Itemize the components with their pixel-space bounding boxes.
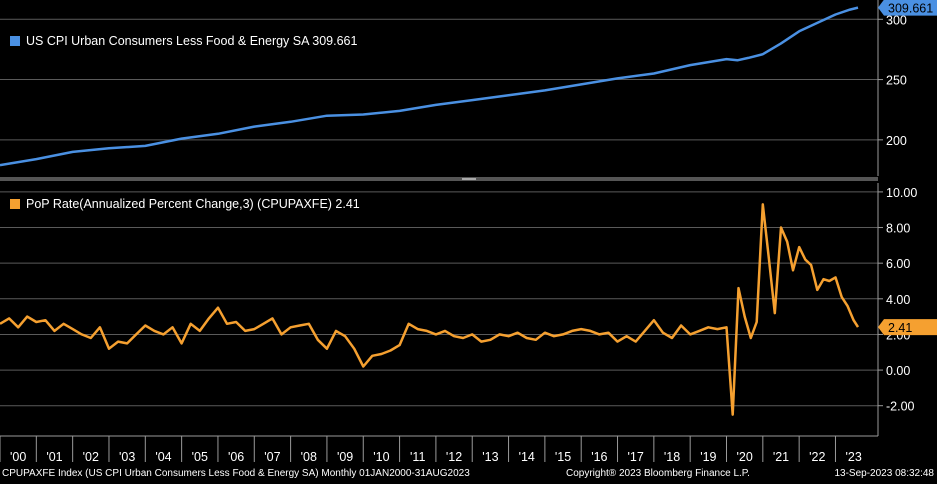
bottom-last-value-badge-text: 2.41 [888, 321, 912, 335]
bottom-series-label: PoP Rate(Annualized Percent Change,3) (C… [26, 197, 360, 211]
top-y-tick-label: 300 [886, 13, 907, 27]
top-last-value-badge-text: 309.661 [888, 2, 933, 16]
last-value-badges: 309.661 2.41 [878, 0, 937, 336]
x-tick-label: '10 [373, 450, 389, 464]
bottom-y-tick-label: -2.00 [886, 400, 915, 414]
panel-separator [0, 177, 878, 181]
x-tick-label: '12 [446, 450, 462, 464]
bottom-y-axis-ticks: 10.008.006.004.002.000.00-2.00 [878, 186, 917, 414]
bottom-y-tick-label: 0.00 [886, 364, 910, 378]
bottom-series-swatch [10, 199, 20, 209]
x-tick-label: '01 [46, 450, 62, 464]
series-lines [0, 6, 860, 416]
footer-index-description: CPUPAXFE Index (US CPI Urban Consumers L… [2, 468, 470, 479]
x-tick-label: '14 [519, 450, 535, 464]
x-tick-label: '20 [737, 450, 753, 464]
x-tick-label: '22 [809, 450, 825, 464]
bottom-y-tick-label: 6.00 [886, 257, 910, 271]
bottom-series-line [0, 203, 860, 416]
top-y-axis-ticks: 300 250 200 [878, 13, 907, 148]
top-legend: US CPI Urban Consumers Less Food & Energ… [6, 30, 366, 52]
x-tick-label: '03 [119, 450, 135, 464]
top-last-value-badge-shape [878, 0, 937, 16]
x-tick-label: '02 [83, 450, 99, 464]
bottom-y-tick-label: 8.00 [886, 222, 910, 236]
x-tick-label: '19 [700, 450, 716, 464]
x-tick-label: '18 [664, 450, 680, 464]
footer-timestamp: 13-Sep-2023 08:32:48 [834, 468, 934, 479]
top-panel-gridlines [0, 18, 878, 141]
x-tick-label: '04 [155, 450, 171, 464]
x-tick-label: '07 [264, 450, 280, 464]
x-tick-label: '08 [301, 450, 317, 464]
bottom-y-tick-label: 4.00 [886, 293, 910, 307]
x-tick-label: '09 [337, 450, 353, 464]
x-tick-label: '00 [10, 450, 26, 464]
bottom-legend: PoP Rate(Annualized Percent Change,3) (C… [6, 193, 368, 215]
bottom-last-value-badge-shape [878, 319, 937, 336]
bottom-panel-gridlines [0, 191, 878, 407]
top-y-tick-label: 200 [886, 134, 907, 148]
bottom-y-tick-label: 10.00 [886, 186, 917, 200]
x-tick-label: '16 [591, 450, 607, 464]
x-tick-label: '06 [228, 450, 244, 464]
top-series-line [0, 6, 859, 167]
x-tick-label: '23 [845, 450, 861, 464]
x-axis-ticks: '00 '01 '02 '03 '04 '05 '06 '07 '08 '09 '10 '11 '12 '… [0, 436, 862, 464]
x-tick-label: '11 [410, 450, 425, 464]
top-series-swatch [10, 36, 20, 46]
x-tick-label: '05 [192, 450, 208, 464]
top-series-label: US CPI Urban Consumers Less Food & Energ… [26, 34, 358, 48]
axes [0, 0, 879, 437]
x-tick-label: '15 [555, 450, 571, 464]
footer-copyright: Copyright® 2023 Bloomberg Finance L.P. [566, 468, 750, 479]
x-tick-label: '17 [628, 450, 644, 464]
x-tick-label: '13 [482, 450, 498, 464]
panel-splitter-handle [462, 178, 476, 180]
x-tick-label: '21 [773, 450, 789, 464]
top-y-tick-label: 250 [886, 74, 907, 88]
